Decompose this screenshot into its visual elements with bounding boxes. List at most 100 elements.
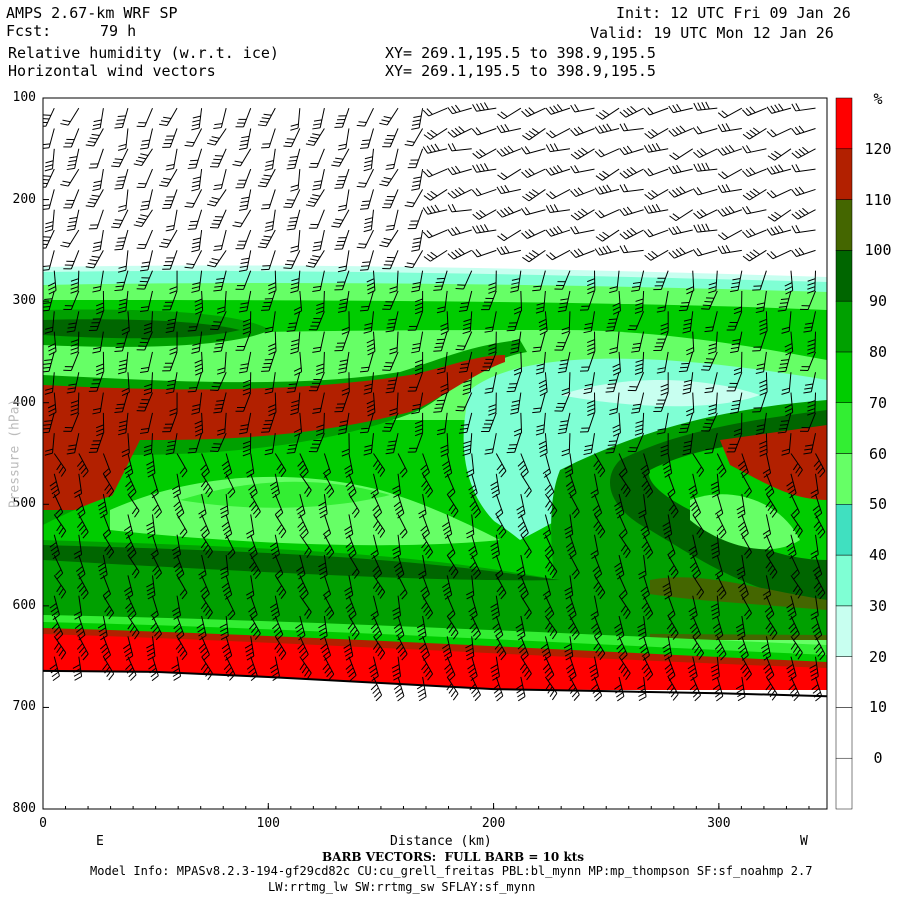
wind-barb (418, 636, 430, 661)
wind-barb (759, 372, 768, 396)
wind-barb (669, 209, 694, 222)
wind-barb (668, 125, 693, 137)
wind-barb (561, 311, 571, 335)
wind-barb (411, 392, 424, 415)
wind-barb (246, 514, 255, 539)
wind-barb (693, 209, 718, 219)
wind-barb (490, 473, 500, 498)
wind-barb (322, 656, 335, 681)
init-time: Init: 12 UTC Fri 09 Jan 26 (616, 4, 851, 22)
wind-barb (269, 656, 280, 681)
wind-barb (742, 228, 767, 238)
wind-barb (656, 290, 669, 313)
wind-barb (668, 186, 693, 198)
wind-barb (370, 473, 379, 499)
wind-barb (446, 595, 456, 621)
wind-barb (171, 656, 182, 681)
wind-barb (117, 189, 129, 212)
wind-barb (765, 493, 778, 518)
plot-frame (42, 97, 828, 810)
wind-barb (742, 206, 767, 215)
wind-barb (545, 225, 571, 237)
wind-barb (363, 433, 374, 456)
wind-barb (811, 676, 823, 702)
wind-barb (644, 188, 669, 200)
wind-barb (803, 372, 816, 394)
wind-barb (312, 392, 325, 414)
wind-barb (522, 249, 546, 263)
wind-barb (150, 473, 159, 499)
wind-barb (494, 636, 507, 661)
wind-barb (238, 412, 252, 435)
wind-barb (372, 636, 386, 660)
wind-barb (517, 453, 529, 478)
wind-barb (66, 148, 80, 171)
wind-barb (198, 636, 210, 661)
wind-barb (198, 554, 207, 580)
x-end-label-west: W (800, 834, 808, 849)
wind-barb (542, 514, 552, 539)
wind-barb (594, 209, 620, 219)
colorbar-level-label: 120 (864, 139, 892, 158)
wind-barb (283, 128, 301, 148)
wind-barb (232, 209, 252, 228)
wind-barb (242, 433, 252, 457)
wind-barb (312, 270, 325, 292)
wind-barb (305, 128, 325, 146)
wind-barb (187, 311, 203, 332)
wind-barb (261, 290, 276, 311)
wind-barb (143, 311, 153, 335)
wind-barb (668, 247, 693, 259)
wind-barb (490, 656, 500, 681)
wind-barb (422, 204, 448, 215)
wind-barb (716, 514, 727, 539)
wind-barb (331, 148, 350, 167)
field-title-rh: Relative humidity (w.r.t. ice) (8, 44, 279, 62)
wind-barb (114, 270, 129, 292)
wind-barb (308, 372, 325, 392)
wind-barb (653, 331, 669, 352)
wind-barb (638, 494, 647, 519)
wind-barb (76, 453, 89, 478)
wind-barb (742, 106, 767, 117)
wind-barb (47, 270, 57, 295)
wind-barb (117, 128, 129, 151)
wind-barb (619, 206, 644, 217)
wind-barb (73, 473, 83, 498)
wind-barb (49, 656, 60, 682)
wind-barb (421, 534, 434, 559)
wind-barb (593, 514, 606, 539)
colorbar-swatch (835, 199, 853, 251)
wind-barb (312, 331, 325, 353)
wind-barb (704, 311, 718, 333)
wind-barb (631, 270, 645, 292)
wind-barb (520, 146, 546, 155)
wind-barb (609, 331, 620, 355)
wind-barb (416, 615, 427, 641)
wind-barb (662, 636, 673, 661)
wind-barb (162, 189, 178, 209)
wind-barb (249, 493, 261, 519)
wind-barb (484, 311, 497, 333)
wind-barb (53, 575, 67, 599)
colorbar-level-label: 110 (864, 190, 892, 209)
wind-barb (436, 351, 448, 375)
wind-barb (781, 433, 792, 456)
wind-barb (47, 331, 57, 356)
wind-barb (619, 184, 644, 193)
wind-barb (520, 534, 532, 559)
wind-barb (286, 433, 301, 454)
colorbar-level-label: 70 (868, 393, 888, 412)
wind-barb (123, 514, 134, 539)
wind-barb (392, 534, 401, 559)
wind-barb (382, 189, 399, 209)
wind-barb (471, 249, 497, 258)
wind-barb (60, 107, 80, 126)
wind-barb (318, 494, 328, 519)
wind-barb (421, 473, 434, 498)
wind-barb (337, 189, 350, 212)
wind-barb (264, 311, 276, 334)
wind-barb (334, 168, 350, 189)
wind-barb (152, 554, 163, 580)
wind-barb (76, 636, 89, 661)
